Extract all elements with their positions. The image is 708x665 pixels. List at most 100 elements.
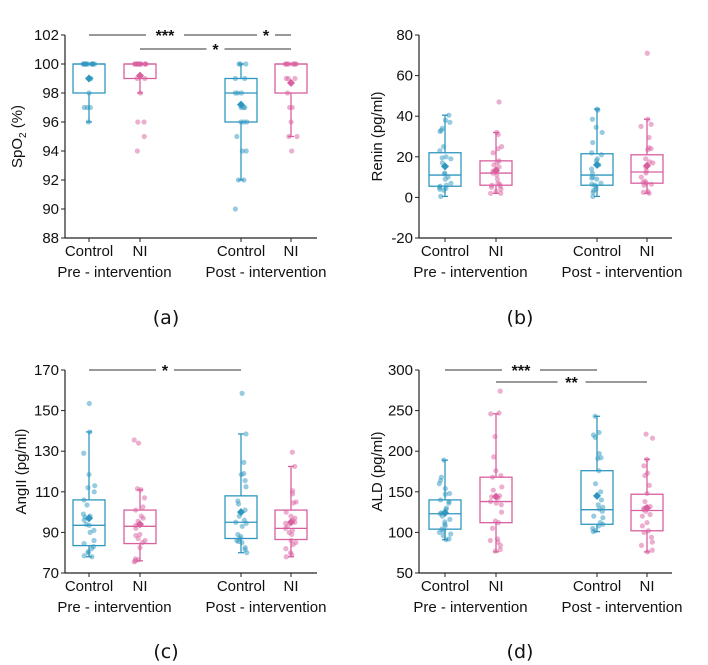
data-point [282, 525, 289, 531]
data-point [492, 548, 499, 554]
data-point [86, 471, 92, 478]
box-plot-control [224, 390, 258, 556]
data-point [137, 531, 143, 538]
panel-d-ald-chart: 50 100 150 200 250 300 ALD (pg/ml) Control NI Con… [369, 362, 682, 663]
y-tick-label: 130 [34, 443, 59, 460]
data-point [496, 410, 502, 416]
panel-caption: (b) [507, 307, 534, 329]
mean-marker [287, 518, 295, 527]
data-point [592, 481, 599, 487]
data-point [599, 129, 605, 136]
data-point [593, 124, 599, 130]
data-point [91, 537, 97, 544]
data-point [87, 529, 93, 536]
x-group-label: Post - intervention [206, 599, 327, 616]
data-point [596, 451, 602, 457]
data-point [592, 434, 598, 440]
data-point [487, 498, 494, 505]
data-point [135, 119, 141, 125]
data-point [595, 455, 601, 462]
x-category-label: Control [65, 243, 113, 260]
data-point [644, 456, 650, 462]
data-point [495, 520, 502, 526]
data-point [490, 487, 496, 493]
data-point [599, 508, 605, 514]
x-group-label: Post - intervention [562, 264, 683, 281]
y-tick-label: 60 [396, 68, 413, 85]
data-point [588, 166, 595, 172]
data-point [646, 134, 652, 141]
x-category-label: NI [640, 578, 655, 595]
mean-marker [237, 508, 245, 517]
x-category-label: NI [284, 243, 299, 260]
y-tick-label: 90 [42, 524, 59, 541]
y-tick-label: 0 [405, 189, 413, 206]
data-point [139, 539, 146, 546]
significance-label: *** [156, 28, 175, 45]
data-point [494, 176, 501, 182]
data-point [436, 481, 442, 487]
y-axis-title-suffix: (%) [9, 105, 26, 133]
y-tick-label: 100 [34, 56, 59, 73]
data-point [244, 550, 250, 556]
panel-caption: (a) [153, 307, 179, 329]
data-point [87, 104, 93, 111]
x-category-label: NI [489, 243, 504, 260]
x-group-label: Pre - intervention [413, 264, 527, 281]
x-group-label: Pre - intervention [413, 599, 527, 616]
y-tick-label: 100 [388, 524, 413, 541]
data-point [447, 516, 453, 523]
x-category-label: NI [133, 243, 148, 260]
x-category-label: Control [573, 243, 621, 260]
x-group-label: Post - intervention [206, 264, 327, 281]
data-point [290, 541, 296, 548]
box-plot-ni [123, 437, 157, 565]
data-point [436, 529, 443, 536]
data-point [131, 559, 137, 565]
data-point [491, 454, 497, 460]
significance-label: ** [565, 375, 578, 392]
y-tick-label: 110 [35, 484, 59, 501]
data-point [284, 90, 291, 96]
data-point [441, 187, 447, 193]
data-point [283, 554, 289, 560]
data-point [289, 552, 295, 558]
x-category-label: NI [284, 578, 299, 595]
data-point [81, 517, 87, 523]
data-point [499, 484, 505, 490]
data-point [641, 529, 647, 536]
data-point [646, 190, 652, 196]
data-point [86, 522, 92, 528]
data-point [243, 431, 249, 437]
data-point [437, 128, 443, 135]
box-plot-ni [274, 61, 308, 154]
data-point [642, 498, 648, 505]
x-category-label: NI [640, 243, 655, 260]
data-point [289, 104, 295, 111]
data-point [595, 107, 601, 113]
data-point [442, 485, 448, 492]
data-point [286, 133, 292, 140]
box-plot-control [428, 112, 462, 199]
data-point [646, 482, 652, 488]
data-point [643, 431, 649, 437]
data-point [493, 188, 499, 194]
x-category-label: Control [573, 578, 621, 595]
data-point [446, 500, 452, 506]
y-tick-label: 98 [42, 85, 59, 102]
mean-marker [492, 166, 500, 175]
data-point [289, 148, 295, 154]
data-point [442, 171, 448, 177]
data-point [440, 533, 446, 539]
data-point [498, 472, 504, 479]
x-group-label: Pre - intervention [57, 599, 171, 616]
mean-marker [441, 162, 449, 171]
data-point [283, 509, 289, 515]
data-point [448, 180, 454, 186]
data-point [87, 429, 93, 435]
data-point [442, 117, 449, 123]
data-point [135, 440, 142, 446]
data-point [645, 528, 651, 534]
data-point [498, 509, 505, 515]
significance-bracket: *** [445, 363, 597, 380]
